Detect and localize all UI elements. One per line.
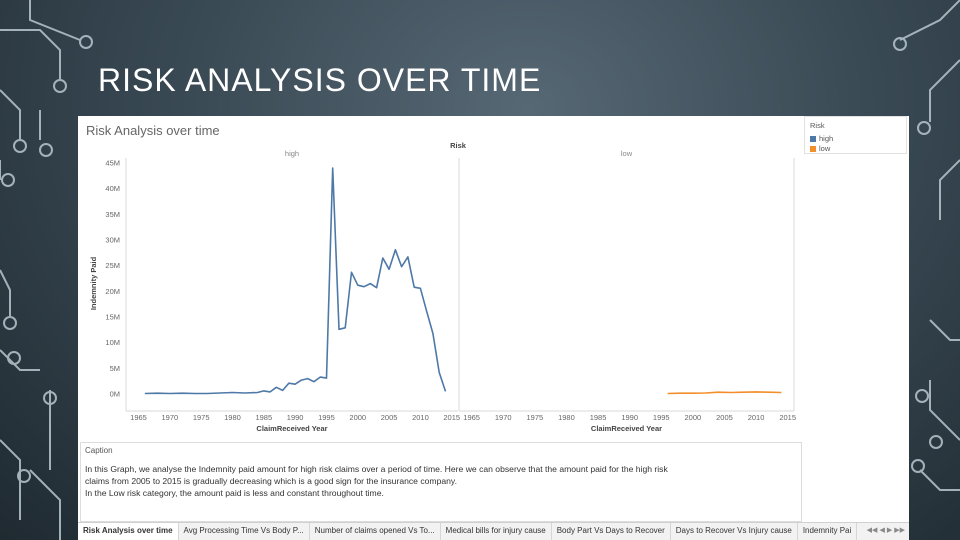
tab-indemnity-paid[interactable]: Indemnity Pai [798, 523, 858, 540]
legend-title: Risk [810, 121, 825, 130]
x-tick-label: 2000 [685, 413, 702, 422]
first-tab-icon[interactable]: ◀◀ [866, 527, 878, 534]
legend-swatch-low [810, 145, 816, 152]
x-tick-label: 1990 [621, 413, 638, 422]
legend-label-low: low [819, 144, 831, 153]
y-axis-title: Indemnity Paid [89, 256, 98, 310]
x-tick-label: 1965 [130, 413, 147, 422]
caption-line: In the Low risk category, the amount pai… [85, 488, 384, 498]
series-line-high [144, 167, 447, 395]
tab-avg-processing-time[interactable]: Avg Processing Time Vs Body P... [179, 523, 310, 540]
x-tick-label: 2010 [412, 413, 429, 422]
x-tick-label: 2015 [779, 413, 796, 422]
caption-line: claims from 2005 to 2015 is gradually de… [85, 476, 457, 486]
line-chart: Risk high 1965 1970 1975 1980 1985 1990 1995 2000… [89, 141, 796, 433]
tab-nav-controls: ◀◀ ◀ ▶ ▶▶ [863, 523, 909, 540]
y-tick-label: 15M [105, 313, 120, 322]
panel-header-low: low [621, 149, 633, 158]
x-tick-label: 1995 [318, 413, 335, 422]
series-line-low [667, 391, 782, 395]
y-tick-label: 25M [105, 261, 120, 270]
x-tick-label: 2010 [748, 413, 765, 422]
caption-panel: Caption In this Graph, we analyse the In… [80, 442, 802, 522]
caption-label: Caption [85, 446, 113, 455]
y-tick-label: 10M [105, 338, 120, 347]
x-tick-label: 1995 [653, 413, 670, 422]
tab-body-part-days[interactable]: Body Part Vs Days to Recover [552, 523, 671, 540]
slide-title: RISK ANALYSIS OVER TIME [98, 62, 542, 98]
viz-title: Risk Analysis over time [86, 123, 220, 138]
prev-tab-icon[interactable]: ◀ [879, 527, 885, 534]
x-tick-label: 2015 [443, 413, 460, 422]
x-tick-label: 1990 [287, 413, 304, 422]
last-tab-icon[interactable]: ▶▶ [894, 527, 905, 534]
tab-number-of-claims[interactable]: Number of claims opened Vs To... [310, 523, 441, 540]
caption-text: In this Graph, we analyse the Indemnity … [85, 463, 795, 499]
x-tick-label: 2005 [381, 413, 398, 422]
caption-line: In this Graph, we analyse the Indemnity … [85, 464, 668, 474]
legend-swatch-high [810, 135, 816, 142]
y-tick-label: 40M [105, 184, 120, 193]
legend[interactable]: Risk high low [804, 116, 907, 154]
legend-item-high[interactable]: high [810, 134, 833, 143]
x-tick-label: 1965 [463, 413, 480, 422]
tab-risk-analysis[interactable]: Risk Analysis over time [78, 523, 179, 540]
sheet-tab-bar: Risk Analysis over time Avg Processing T… [78, 522, 909, 540]
x-axis-title: ClaimReceived Year [591, 424, 662, 433]
y-tick-label: 30M [105, 236, 120, 245]
x-tick-label: 1985 [590, 413, 607, 422]
tab-medical-bills[interactable]: Medical bills for injury cause [441, 523, 552, 540]
column-header-label: Risk [450, 141, 467, 150]
legend-item-low[interactable]: low [810, 144, 830, 153]
x-tick-label: 1985 [255, 413, 272, 422]
next-tab-icon[interactable]: ▶ [886, 527, 893, 534]
x-tick-label: 1970 [495, 413, 512, 422]
panel-header-high: high [285, 149, 299, 158]
dashboard-frame: Risk high 1965 1970 1975 1980 1985 1990 1995 2000… [78, 116, 909, 540]
x-axis-title: ClaimReceived Year [256, 424, 327, 433]
x-tick-label: 1980 [224, 413, 241, 422]
y-tick-label: 45M [105, 159, 120, 168]
x-tick-label: 2000 [349, 413, 366, 422]
y-tick-label: 20M [105, 287, 120, 296]
x-tick-label: 2005 [716, 413, 733, 422]
y-tick-label: 35M [105, 210, 120, 219]
tab-days-to-recover[interactable]: Days to Recover Vs Injury cause [671, 523, 798, 540]
x-tick-label: 1975 [193, 413, 210, 422]
x-tick-label: 1970 [162, 413, 179, 422]
x-tick-label: 1975 [527, 413, 544, 422]
y-tick-label: 5M [110, 364, 120, 373]
x-tick-label: 1980 [558, 413, 575, 422]
legend-label-high: high [819, 134, 834, 143]
y-tick-label: 0M [110, 390, 120, 399]
